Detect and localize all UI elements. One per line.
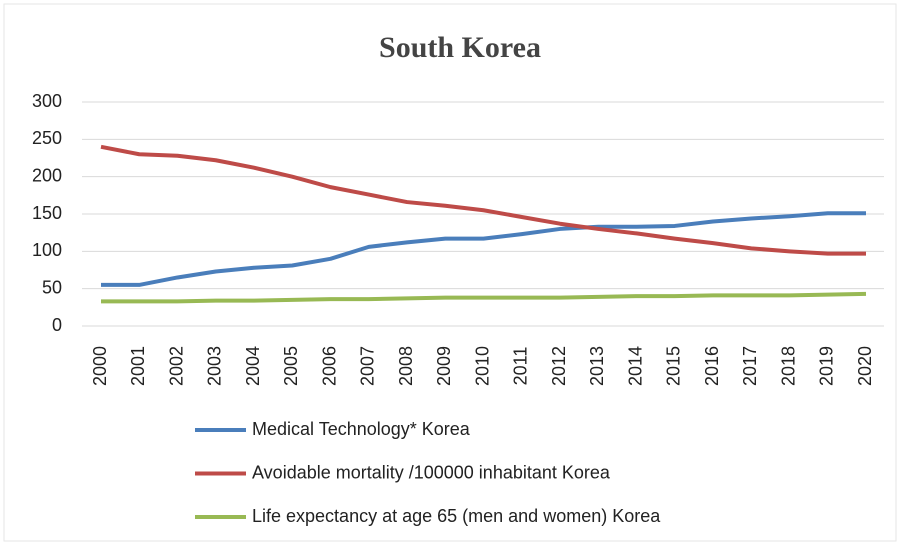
x-tick-label: 2000: [90, 346, 110, 386]
y-tick-label: 150: [32, 203, 62, 223]
x-tick-label: 2001: [128, 346, 148, 386]
x-tick-label: 2007: [358, 346, 378, 386]
x-tick-label: 2015: [664, 346, 684, 386]
legend-label: Life expectancy at age 65 (men and women…: [252, 506, 661, 526]
x-tick-label: 2005: [281, 346, 301, 386]
y-tick-label: 0: [52, 315, 62, 335]
x-tick-label: 2014: [625, 346, 645, 386]
data-line: [100, 144, 866, 256]
chart-frame: [3, 3, 897, 542]
x-tick-label: 2009: [434, 346, 454, 386]
data-line: [101, 291, 867, 304]
x-tick-label: 2018: [778, 346, 798, 386]
x-tick-label: 2016: [702, 346, 722, 386]
x-tick-label: 2019: [817, 346, 837, 386]
y-tick-label: 50: [42, 277, 62, 297]
x-tick-label: 2006: [319, 346, 339, 386]
x-tick-label: 2004: [243, 346, 263, 386]
x-tick-label: 2010: [472, 346, 492, 386]
legend-label: Avoidable mortality /100000 inhabitant K…: [252, 462, 611, 482]
x-tick-label: 2020: [855, 346, 875, 386]
x-tick-label: 2017: [740, 346, 760, 386]
chart-title: South Korea: [379, 31, 541, 64]
data-line: [101, 211, 866, 287]
x-tick-label: 2011: [511, 347, 531, 386]
y-tick-label: 200: [32, 165, 62, 185]
x-tick-label: 2012: [549, 346, 569, 386]
legend-label: Medical Technology* Korea: [252, 419, 471, 439]
y-tick-label: 100: [32, 240, 62, 260]
x-tick-label: 2008: [396, 346, 416, 386]
x-tick-label: 2003: [205, 346, 225, 386]
x-tick-label: 2002: [166, 346, 186, 386]
y-tick-label: 300: [32, 91, 62, 111]
y-tick-label: 250: [32, 128, 62, 148]
x-tick-label: 2013: [587, 346, 607, 386]
